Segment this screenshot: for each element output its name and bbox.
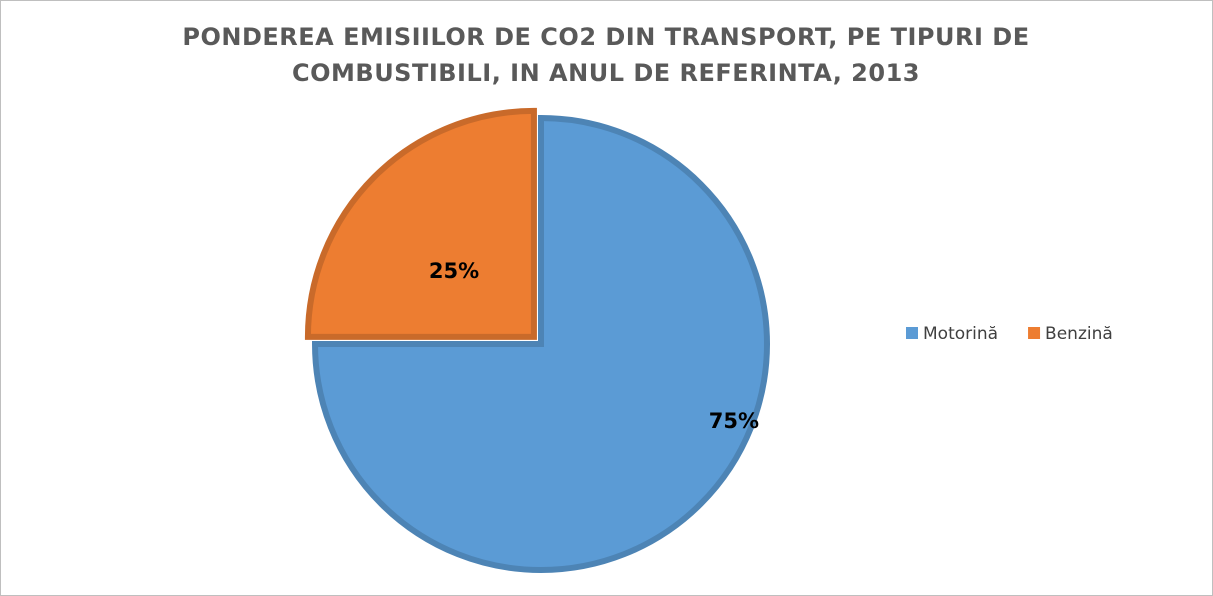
data-label: 75% [709,409,759,433]
legend-swatch [906,327,918,339]
legend-label: Motorină [923,324,998,344]
chart-title: PONDEREA EMISIILOR DE CO2 DIN TRANSPORT,… [182,23,1030,87]
legend-label: Benzină [1045,324,1113,344]
data-label: 25% [429,259,479,283]
pie-slice [311,114,770,573]
pie-slice [304,107,537,340]
legend-swatch [1028,327,1041,339]
